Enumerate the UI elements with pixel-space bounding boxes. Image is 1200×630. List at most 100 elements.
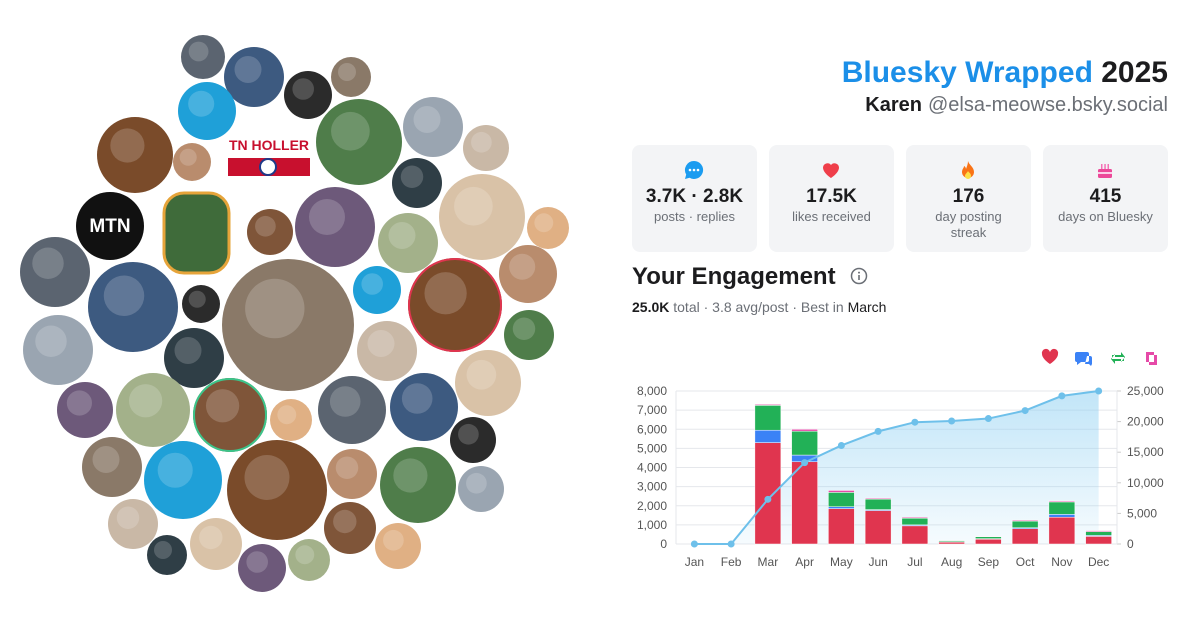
avatar-highlight — [157, 452, 193, 488]
x-tick-label: Oct — [1016, 555, 1035, 569]
section-title-text: Your Engagement — [632, 263, 836, 290]
y2-tick-label: 20,000 — [1127, 415, 1164, 429]
bar-segment — [791, 461, 818, 545]
line-point — [727, 540, 735, 548]
stat-label: posts · replies — [654, 209, 735, 224]
avatar — [408, 258, 502, 352]
avatar-highlight — [413, 106, 441, 133]
bar-segment — [901, 517, 929, 526]
avatar-cloud: MTN TN HOLLER — [20, 35, 569, 592]
avatar — [97, 117, 173, 193]
stat-label: days on Bluesky — [1058, 209, 1153, 224]
avatar — [182, 285, 220, 323]
avatar — [227, 440, 327, 540]
x-tick-label: Sep — [978, 555, 1000, 569]
bar-segment — [864, 510, 892, 545]
avatar — [164, 328, 224, 388]
bar-segment — [754, 429, 782, 443]
avatar-highlight — [393, 458, 428, 493]
stat-value: 176 — [952, 186, 985, 207]
avatar — [88, 262, 178, 352]
avatar-highlight — [509, 253, 536, 280]
bar-segment — [828, 508, 855, 545]
avatar — [147, 535, 187, 575]
bar-segment — [754, 442, 782, 545]
avatar — [57, 382, 113, 438]
x-tick-label: Jun — [868, 555, 887, 569]
avatar — [403, 97, 463, 157]
avatar-highlight — [174, 337, 202, 364]
stat-label: day posting streak — [935, 209, 1002, 240]
engagement-chart: 0 1,000 2,000 3,000 4,000 5,000 6,000 7,000 8,00… — [637, 348, 1164, 569]
bar-segment — [864, 498, 892, 510]
avatar — [20, 237, 90, 307]
avatar — [499, 245, 557, 303]
bar-segment — [1011, 520, 1039, 528]
y-tick-label: 4,000 — [637, 461, 667, 475]
avatar-highlight — [338, 63, 356, 81]
subtitle-best: March — [847, 299, 887, 315]
bar-segment — [1048, 500, 1076, 503]
y-tick-label: 5,000 — [637, 441, 667, 455]
avatar-highlight — [234, 56, 262, 83]
bar-segment — [1048, 514, 1076, 518]
info-icon[interactable] — [850, 267, 868, 285]
avatar — [327, 449, 377, 499]
avatar-highlight — [154, 541, 172, 559]
avatar-highlight — [424, 272, 467, 315]
avatar — [144, 441, 222, 519]
avatar — [295, 187, 375, 267]
x-tick-label: Aug — [941, 555, 962, 569]
line-point — [984, 415, 992, 423]
avatar — [181, 35, 225, 79]
bar-segment — [864, 497, 892, 500]
y-tick-label: 6,000 — [637, 422, 667, 436]
logo-tn-star — [259, 158, 277, 176]
stat-card: 415 days on Bluesky — [1043, 145, 1168, 252]
x-tick-label: Feb — [721, 555, 742, 569]
bar-segment — [1085, 531, 1112, 536]
avatar-highlight — [335, 456, 359, 479]
bar-segment — [828, 506, 855, 509]
avatar — [439, 174, 525, 260]
avatar-highlight — [116, 506, 140, 529]
avatar-highlight — [400, 165, 424, 188]
avatar — [23, 315, 93, 385]
avatar-highlight — [331, 111, 370, 151]
avatar — [318, 376, 386, 444]
avatar — [324, 502, 376, 554]
avatar — [178, 82, 236, 140]
avatar-ring — [408, 258, 502, 352]
x-tick-label: Dec — [1088, 555, 1109, 569]
legend-icon[interactable] — [1146, 352, 1157, 365]
bar-segment — [754, 405, 782, 431]
line-point — [911, 418, 919, 426]
avatar — [463, 125, 509, 171]
avatar-highlight — [179, 148, 197, 166]
avatar-highlight — [188, 290, 206, 308]
bar-segment — [828, 492, 855, 507]
bar-segment — [1011, 528, 1039, 545]
logo-text: MTN — [89, 216, 130, 237]
legend-icon[interactable] — [1075, 352, 1092, 366]
avatar-highlight — [512, 317, 536, 340]
avatar — [504, 310, 554, 360]
line-point — [764, 495, 772, 503]
avatar — [270, 399, 312, 441]
legend-icon[interactable] — [1111, 352, 1125, 364]
wrapped-title: Bluesky Wrapped 2025 — [842, 56, 1168, 90]
y2-tick-label: 10,000 — [1127, 476, 1164, 490]
y-tick-label: 1,000 — [637, 518, 667, 532]
user-line: Karen @elsa-meowse.bsky.social — [865, 94, 1168, 117]
x-tick-label: Jul — [907, 555, 922, 569]
avatar — [455, 350, 521, 416]
x-tick-label: Jan — [685, 555, 704, 569]
legend-icon[interactable] — [1041, 348, 1059, 364]
avatar-highlight — [188, 41, 209, 62]
year: 2025 — [1101, 56, 1168, 89]
avatar — [108, 499, 158, 549]
avatar-ring — [193, 378, 267, 452]
handle: @elsa-meowse.bsky.social — [927, 94, 1168, 116]
